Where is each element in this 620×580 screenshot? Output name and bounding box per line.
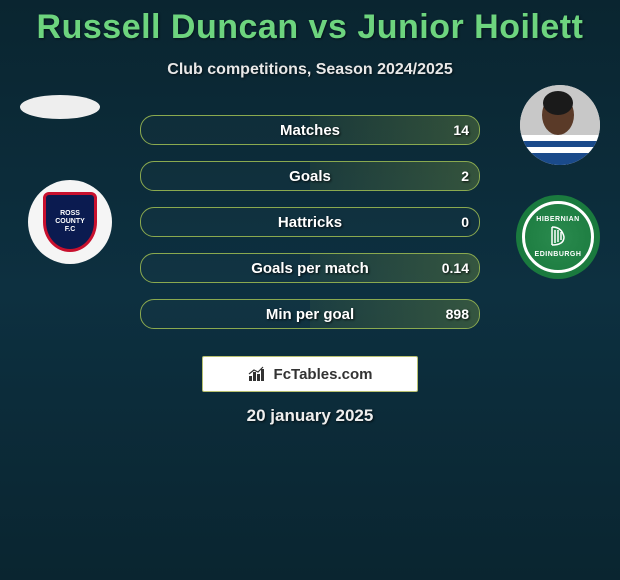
stat-label: Hattricks	[141, 208, 479, 236]
stat-value-right: 14	[453, 116, 469, 144]
brand-box: FcTables.com	[202, 356, 418, 392]
stat-row: Matches14	[140, 115, 480, 145]
stat-label: Goals	[141, 162, 479, 190]
stat-row: Min per goal898	[140, 299, 480, 329]
bar-chart-icon	[248, 366, 268, 382]
stat-value-right: 0.14	[442, 254, 469, 282]
stat-value-right: 0	[461, 208, 469, 236]
stat-label: Goals per match	[141, 254, 479, 282]
stat-value-right: 2	[461, 162, 469, 190]
page-title: Russell Duncan vs Junior Hoilett	[0, 0, 620, 47]
stats-bars: Matches14 Goals2 Hattricks0 Goals per match…	[140, 115, 480, 345]
stat-row: Goals per match0.14	[140, 253, 480, 283]
brand-text: FcTables.com	[274, 366, 373, 383]
stat-row: Hattricks0	[140, 207, 480, 237]
stat-label: Matches	[141, 116, 479, 144]
subtitle: Club competitions, Season 2024/2025	[0, 61, 620, 79]
footer-date: 20 january 2025	[0, 406, 620, 426]
stat-label: Min per goal	[141, 300, 479, 328]
stat-row: Goals2	[140, 161, 480, 191]
stat-value-right: 898	[446, 300, 469, 328]
